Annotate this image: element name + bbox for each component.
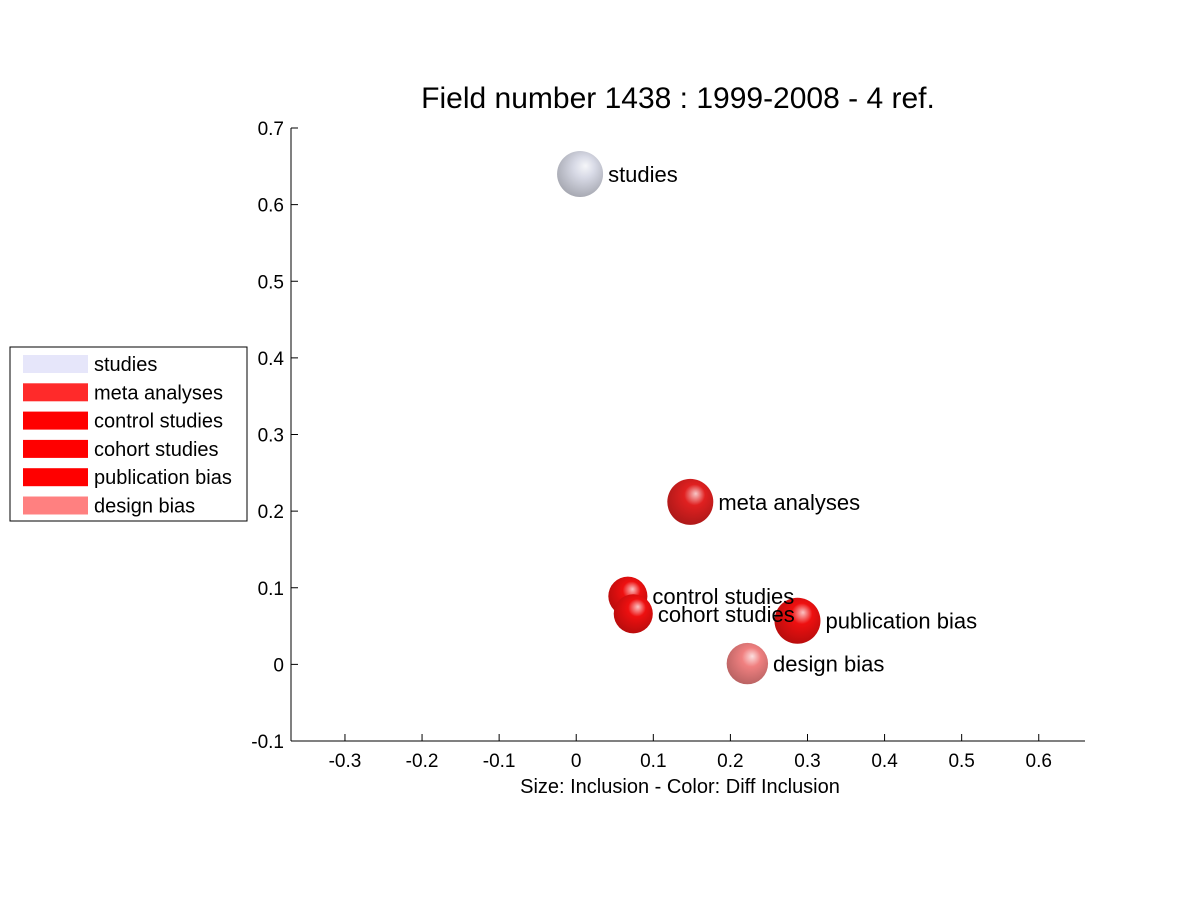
y-tick-label: 0.5 xyxy=(258,272,284,293)
point-labels: studies meta analyses control studiescohor… xyxy=(608,162,977,677)
data-point xyxy=(774,597,821,644)
data-point xyxy=(667,478,714,525)
legend-swatch xyxy=(23,411,88,430)
point-label: publication bias xyxy=(825,609,977,634)
point-label: control studies xyxy=(652,584,794,609)
x-tick-label: -0.3 xyxy=(329,751,362,772)
legend-label: studies xyxy=(94,354,157,376)
x-tick-label: -0.1 xyxy=(483,751,516,772)
x-tick-label: 0.4 xyxy=(871,751,898,772)
legend-label: cohort studies xyxy=(94,439,219,461)
x-tick-label: 0.6 xyxy=(1026,751,1052,772)
x-tick-label: 0.1 xyxy=(640,751,666,772)
x-axis-label: Size: Inclusion - Color: Diff Inclusion xyxy=(520,776,840,798)
y-tick-label: 0.2 xyxy=(258,502,284,523)
x-tick-label: 0.5 xyxy=(948,751,974,772)
x-tick-label: 0 xyxy=(571,751,582,772)
legend: studies meta analyses control studies cohor… xyxy=(9,346,248,522)
legend-label: control studies xyxy=(94,411,223,433)
chart-title: Field number 1438 : 1999-2008 - 4 ref. xyxy=(421,82,935,115)
legend-swatch xyxy=(23,496,88,515)
y-tick-label: -0.1 xyxy=(251,732,284,753)
legend-box xyxy=(9,346,248,522)
point-label: studies xyxy=(608,162,678,187)
legend-label: publication bias xyxy=(94,467,232,489)
x-tick-label: 0.3 xyxy=(794,751,820,772)
y-tick-label: 0.3 xyxy=(258,426,284,447)
x-tick-label: -0.2 xyxy=(406,751,439,772)
data-points xyxy=(557,150,821,685)
data-point xyxy=(613,594,653,634)
point-label: cohort studies xyxy=(658,602,795,627)
plot-axes: -0.1 0 0.1 0.2 0.3 0.4 0.5 0.6 0.7 -0.3 -0.2 -0.1 0 0… xyxy=(251,119,1085,772)
legend-swatch xyxy=(23,355,88,373)
data-point xyxy=(726,642,769,685)
y-tick-label: 0.1 xyxy=(258,579,284,600)
y-tick-label: 0.6 xyxy=(258,196,284,217)
legend-swatch xyxy=(23,439,88,458)
y-tick-label: 0.7 xyxy=(258,119,284,140)
legend-swatch xyxy=(23,383,88,402)
y-tick-label: 0.4 xyxy=(258,349,285,370)
point-label: design bias xyxy=(773,652,884,677)
legend-swatch xyxy=(23,468,88,487)
data-point xyxy=(557,150,604,197)
y-tick-label: 0 xyxy=(273,655,284,676)
legend-label: design bias xyxy=(94,496,195,518)
x-tick-label: 0.2 xyxy=(717,751,743,772)
point-label: meta analyses xyxy=(718,490,860,515)
legend-label: meta analyses xyxy=(94,382,223,404)
